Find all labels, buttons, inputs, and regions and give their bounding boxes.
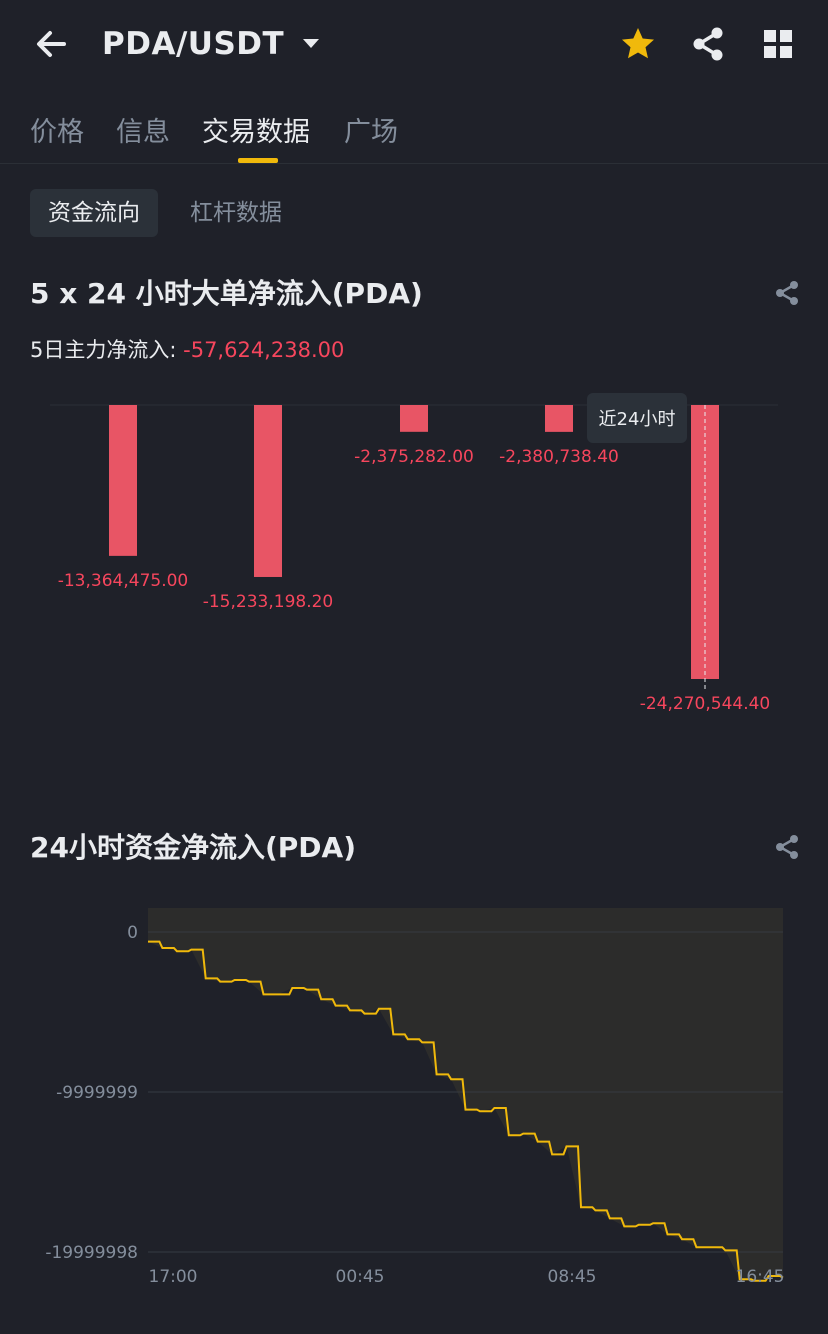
tooltip-box	[587, 393, 687, 443]
bar-label-0: -13,364,475.00	[58, 571, 189, 591]
y-tick-label-1: -9999999	[56, 1083, 138, 1103]
bar-chart: -13,364,475.00 -15,233,198.20 -2,375,282.0…	[50, 393, 778, 714]
bar-label-1: -15,233,198.20	[203, 592, 334, 612]
bar-1	[254, 405, 282, 577]
tab-price[interactable]: 价格	[30, 117, 84, 148]
top-bar: PDA/USDT	[0, 0, 828, 90]
subtab-margin-data[interactable]: 杠杆数据	[190, 200, 282, 226]
caret-down-icon[interactable]	[300, 32, 322, 54]
area-fill	[148, 908, 783, 1281]
y-tick-label-2: -19999998	[45, 1243, 138, 1263]
line-chart: 0 -9999999 -19999998 17:00 00:45 08:45 16:45	[45, 908, 785, 1287]
five-day-summary: 5日主力净流入: -57,624,238.00	[30, 334, 344, 364]
section1-title: 5 x 24 小时大单净流入(PDA)	[30, 277, 423, 310]
tab-bar: 价格 信息 交易数据 广场	[0, 100, 828, 164]
grid-icon[interactable]	[758, 24, 798, 64]
bar-label-4: -24,270,544.40	[640, 694, 771, 714]
x-tick-label-2: 08:45	[548, 1267, 597, 1287]
series-line	[148, 940, 784, 1282]
bar-label-2: -2,375,282.00	[354, 447, 474, 467]
pair-title[interactable]: PDA/USDT	[102, 26, 285, 62]
section1-share-icon[interactable]	[772, 278, 802, 308]
tab-info[interactable]: 信息	[116, 117, 170, 148]
back-arrow-icon[interactable]	[30, 22, 74, 66]
share-icon[interactable]	[688, 24, 728, 64]
section2-share-icon[interactable]	[772, 832, 802, 862]
bar-label-3: -2,380,738.40	[499, 447, 619, 467]
x-tick-label-1: 00:45	[336, 1267, 385, 1287]
tab-square[interactable]: 广场	[344, 117, 398, 148]
bar-0	[109, 405, 137, 556]
y-tick-label-0: 0	[127, 923, 138, 943]
active-tab-indicator	[238, 158, 278, 163]
x-tick-label-3: 16:45	[736, 1267, 785, 1287]
x-tick-label-0: 17:00	[149, 1267, 198, 1287]
subtab-fund-flow[interactable]: 资金流向	[30, 189, 158, 237]
summary-value: -57,624,238.00	[183, 338, 345, 362]
bar-2	[400, 405, 428, 432]
tooltip-text: 近24小时	[599, 409, 676, 430]
bar-3	[545, 405, 573, 432]
tab-trading-data[interactable]: 交易数据	[202, 117, 310, 148]
star-icon[interactable]	[618, 24, 658, 64]
section2-title: 24小时资金净流入(PDA)	[30, 831, 356, 864]
summary-label: 5日主力净流入:	[30, 338, 177, 362]
